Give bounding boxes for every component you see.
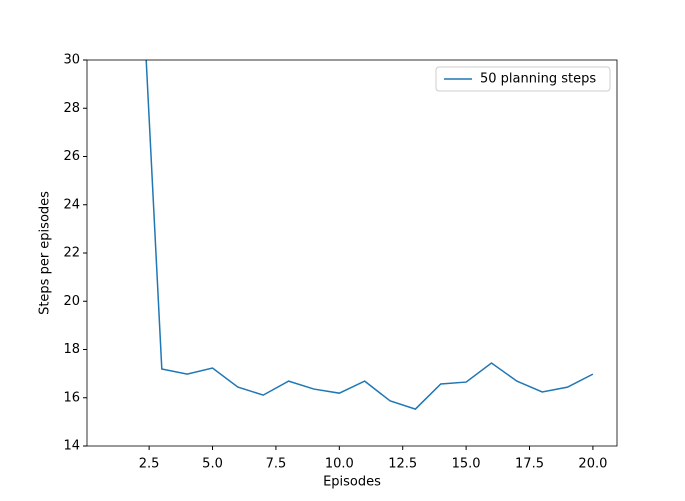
axes-frame <box>86 59 618 447</box>
y-tick-label: 24 <box>63 197 80 212</box>
y-tick-label: 18 <box>63 342 80 357</box>
x-axis-label: Episodes <box>323 475 381 490</box>
x-tick-label: 17.5 <box>515 457 544 472</box>
legend: 50 planning steps <box>435 66 611 92</box>
x-tick-label: 20.0 <box>578 457 607 472</box>
legend-label: 50 planning steps <box>480 72 596 87</box>
line-series <box>145 60 594 410</box>
y-tick-label: 20 <box>63 294 80 309</box>
x-tick-label: 12.5 <box>388 457 417 472</box>
x-tick-label: 10.0 <box>325 457 354 472</box>
y-tick-label: 26 <box>63 149 80 164</box>
y-tick-label: 14 <box>63 439 80 454</box>
x-tick-label: 2.5 <box>139 457 160 472</box>
y-axis-label: Steps per episodes <box>38 191 53 315</box>
y-tick-label: 28 <box>63 101 80 116</box>
legend-box <box>435 66 611 92</box>
plot-lines <box>145 60 594 410</box>
plot-area <box>87 60 617 446</box>
y-tick-label: 30 <box>63 53 80 68</box>
x-tick-label: 7.5 <box>266 457 287 472</box>
x-tick-label: 15.0 <box>452 457 481 472</box>
x-tick-label: 5.0 <box>202 457 223 472</box>
y-tick-label: 22 <box>63 246 80 261</box>
y-tick-label: 16 <box>63 390 80 405</box>
